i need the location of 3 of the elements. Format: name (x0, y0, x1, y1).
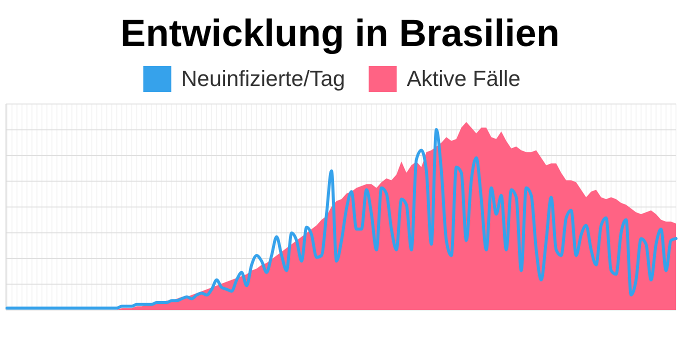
chart-title: Entwicklung in Brasilien (120, 13, 560, 55)
legend-label: Neuinfizierte/Tag (181, 66, 346, 91)
legend-label: Aktive Fälle (406, 66, 520, 91)
